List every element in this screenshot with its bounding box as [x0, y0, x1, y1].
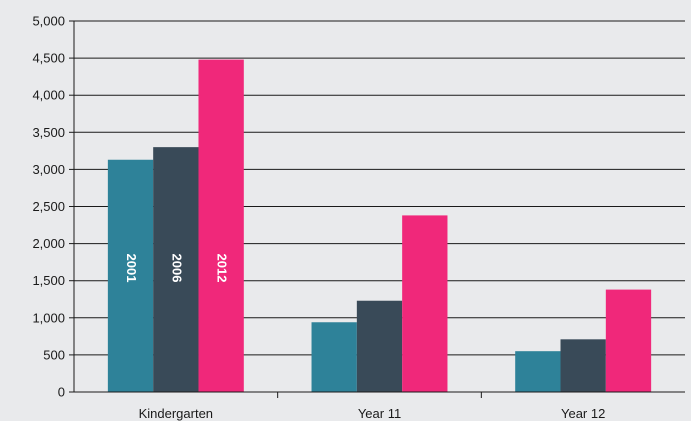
- y-axis-tick-labels: 0 500 1,000 1,500 2,000 2,500 3,000 3,500 4,000 4…: [32, 14, 65, 400]
- y-tick-label: 3,500: [32, 125, 65, 140]
- bar-2001-year-11: [311, 322, 357, 392]
- bar-2012-kindergarten: [198, 59, 244, 393]
- y-tick-label: 3,000: [32, 162, 65, 177]
- y-tick-label: 2,000: [32, 236, 65, 251]
- y-tick-label: 500: [43, 347, 65, 362]
- bar-2012-year-11: [402, 215, 448, 392]
- y-tick-label: 4,000: [32, 88, 65, 103]
- x-axis-category-labels: Kindergarten Year 11 Year 12: [139, 406, 606, 421]
- bar-2006-year-11: [356, 300, 403, 392]
- y-tick-label: 5,000: [32, 14, 65, 29]
- x-category-label: Kindergarten: [139, 406, 213, 421]
- x-category-label: Year 11: [358, 406, 401, 421]
- axes: [73, 21, 685, 398]
- y-tick-label: 4,500: [32, 51, 65, 66]
- y-tick-label: 2,500: [32, 199, 65, 214]
- bar-2006-year-12: [560, 339, 606, 392]
- y-tick-label: 1,500: [32, 273, 65, 288]
- bar-2001-kindergarten: [107, 159, 154, 392]
- y-tick-label: 0: [58, 385, 65, 400]
- bar-2001-year-12: [515, 351, 561, 392]
- bar-2006-kindergarten: [153, 147, 199, 392]
- x-category-label: Year 12: [561, 406, 605, 421]
- bar-series-label: 2001: [124, 254, 139, 283]
- bar-series-label: 2006: [169, 254, 184, 283]
- bar-series-labels: 2001 2006 2012: [124, 254, 230, 283]
- y-tick-label: 1,000: [32, 310, 65, 325]
- bars: [107, 59, 652, 393]
- bar-2012-year-12: [605, 289, 652, 392]
- bar-series-label: 2012: [215, 254, 230, 283]
